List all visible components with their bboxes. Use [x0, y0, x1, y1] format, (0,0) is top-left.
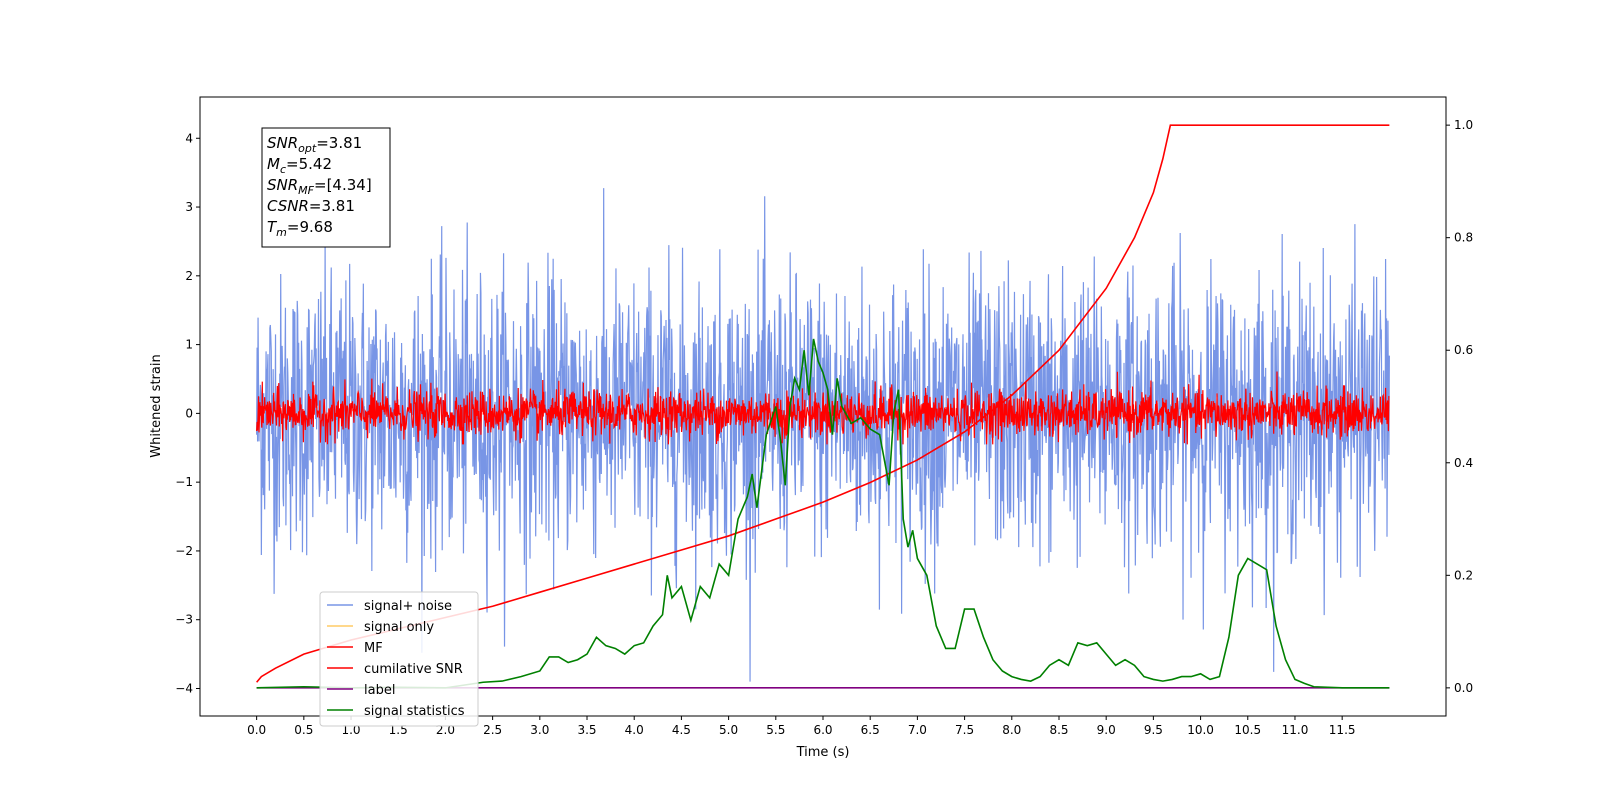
info-value: =[4.34] — [314, 176, 372, 194]
info-line: Tm=9.68 — [267, 218, 333, 239]
x-tick-label: 9.5 — [1144, 723, 1163, 737]
x-axis-label: Time (s) — [796, 745, 850, 760]
y-right-tick-label: 0.0 — [1454, 681, 1473, 695]
legend-label-signal-only: signal only — [364, 620, 434, 635]
y-right-tick-label: 0.4 — [1454, 456, 1473, 470]
legend-frame — [319, 591, 479, 727]
y-left-tick-label: −3 — [175, 613, 193, 627]
info-value: =3.81 — [309, 197, 355, 215]
y-left-tick-label: 0 — [185, 406, 193, 420]
y-right-tick-label: 0.2 — [1454, 568, 1473, 582]
info-value: =3.81 — [316, 134, 362, 152]
legend-label-cumilative-snr: cumilative SNR — [364, 662, 463, 677]
y-left-tick-label: 1 — [185, 338, 193, 352]
x-tick-label: 2.5 — [483, 723, 502, 737]
y-left-tick-label: −1 — [175, 475, 193, 489]
info-var: T — [267, 218, 278, 236]
info-var: SNR — [267, 176, 298, 194]
y-right-tick-label: 0.6 — [1454, 343, 1473, 357]
x-tick-label: 11.5 — [1329, 723, 1356, 737]
x-tick-label: 0.0 — [247, 723, 266, 737]
info-var: M — [267, 155, 280, 173]
info-line: Mc=5.42 — [267, 155, 332, 176]
x-tick-label: 4.0 — [625, 723, 644, 737]
x-tick-label: 6.5 — [861, 723, 880, 737]
x-tick-label: 9.0 — [1097, 723, 1116, 737]
x-tick-label: 0.5 — [294, 723, 313, 737]
info-sub: opt — [298, 142, 317, 155]
info-line: SNRMF=[4.34] — [267, 176, 372, 197]
x-tick-label: 10.0 — [1187, 723, 1214, 737]
x-tick-label: 10.5 — [1234, 723, 1261, 737]
x-tick-label: 8.5 — [1049, 723, 1068, 737]
y-right-tick-label: 0.8 — [1454, 231, 1473, 245]
legend: signal+ noise signal only MF cumilative SNR… — [319, 591, 479, 727]
y-left-axis: −4 −3 −2 −1 0 1 2 3 4 — [175, 131, 200, 695]
x-tick-label: 5.0 — [719, 723, 738, 737]
x-tick-label: 11.0 — [1282, 723, 1309, 737]
legend-label-mf: MF — [364, 641, 383, 656]
y-right-axis: 0.0 0.2 0.4 0.6 0.8 1.0 — [1446, 118, 1473, 695]
y-left-tick-label: 2 — [185, 269, 193, 283]
info-var: SNR — [267, 134, 298, 152]
info-value: =9.68 — [287, 218, 333, 236]
series-signal-statistics-line — [256, 338, 1390, 689]
x-tick-label: 8.0 — [1002, 723, 1021, 737]
info-var: CSNR — [267, 197, 309, 215]
series-mf-line — [256, 371, 1390, 445]
info-box-frame — [261, 127, 391, 248]
y-left-tick-label: 4 — [185, 131, 193, 145]
info-sub: c — [280, 163, 286, 176]
info-line: CSNR=3.81 — [267, 197, 355, 215]
x-axis: 0.0 0.5 1.0 1.5 2.0 2.5 3.0 3.5 4.0 4.5 5.0 5.5 6.0 6… — [247, 716, 1356, 737]
info-line: SNRopt=3.81 — [267, 134, 362, 155]
x-tick-label: 7.5 — [955, 723, 974, 737]
x-tick-label: 6.0 — [813, 723, 832, 737]
x-tick-label: 3.5 — [577, 723, 596, 737]
x-tick-label: 3.0 — [530, 723, 549, 737]
y-left-tick-label: 3 — [185, 200, 193, 214]
y-left-tick-label: −4 — [175, 681, 193, 695]
info-sub: MF — [298, 184, 314, 197]
legend-label-signal-noise: signal+ noise — [364, 599, 452, 614]
x-tick-label: 4.5 — [672, 723, 691, 737]
y-axis-label: Whitened strain — [149, 354, 164, 457]
info-box: SNRopt=3.81Mc=5.42SNRMF=[4.34]CSNR=3.81T… — [261, 127, 391, 248]
legend-label-signal-statistics: signal statistics — [364, 704, 465, 719]
x-tick-label: 7.0 — [908, 723, 927, 737]
y-left-tick-label: −2 — [175, 544, 193, 558]
info-value: =5.42 — [286, 155, 332, 173]
x-tick-label: 5.5 — [766, 723, 785, 737]
info-sub: m — [276, 226, 287, 239]
legend-label-label: label — [364, 683, 395, 698]
y-right-tick-label: 1.0 — [1454, 118, 1473, 132]
